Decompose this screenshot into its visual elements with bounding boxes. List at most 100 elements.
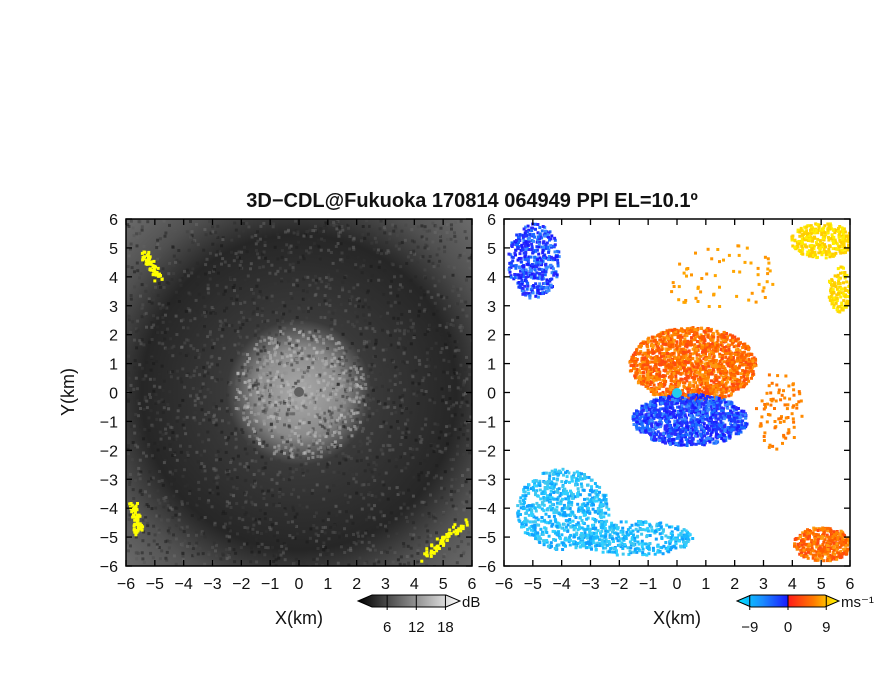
speckle-cell [245, 490, 249, 494]
speckle-cell [436, 423, 440, 427]
velocity-cell [752, 363, 756, 367]
speckle-cell [367, 540, 371, 544]
speckle-cell [450, 467, 454, 471]
velocity-cell [716, 335, 720, 339]
velocity-cell [681, 330, 685, 334]
speckle-cell [295, 343, 299, 347]
speckle-cell [254, 234, 258, 237]
speckle-cell [334, 342, 338, 346]
speckle-cell [396, 486, 399, 489]
velocity-cell [633, 367, 637, 371]
speckle-cell [273, 445, 277, 449]
speckle-cell [470, 437, 472, 441]
speckle-cell [236, 349, 239, 353]
speckle-cell [145, 325, 148, 329]
speckle-cell [257, 296, 260, 300]
speckle-cell [468, 266, 472, 270]
velocity-cell [696, 362, 700, 366]
speckle-cell [166, 529, 170, 533]
speckle-cell [412, 336, 416, 339]
speckle-cell [174, 260, 177, 264]
speckle-cell [402, 388, 406, 392]
saturation-cell [465, 523, 469, 527]
speckle-cell [184, 354, 188, 357]
velocity-cell [735, 379, 739, 383]
velocity-cell [704, 355, 707, 359]
speckle-cell [320, 469, 324, 473]
speckle-cell [438, 233, 441, 237]
velocity-cell [649, 367, 653, 371]
velocity-cell [732, 384, 736, 387]
speckle-cell [193, 317, 197, 321]
velocity-cell [633, 357, 637, 360]
speckle-cell [233, 289, 236, 293]
speckle-cell [181, 558, 185, 562]
saturation-cell [441, 536, 444, 540]
velocity-cell [681, 341, 685, 345]
speckle-cell [357, 400, 361, 404]
speckle-cell [179, 319, 183, 323]
speckle-cell [126, 223, 130, 227]
velocity-cell [749, 353, 753, 357]
saturation-cell [453, 523, 457, 527]
speckle-cell [330, 419, 334, 422]
speckle-cell [185, 230, 189, 234]
velocity-cell [707, 384, 711, 388]
speckle-cell [224, 522, 227, 526]
speckle-cell [236, 330, 240, 334]
speckle-cell [126, 447, 130, 451]
speckle-cell [257, 327, 261, 331]
speckle-cell [244, 397, 248, 401]
velocity-cell [700, 389, 704, 393]
speckle-cell [208, 332, 212, 336]
velocity-cell [687, 383, 691, 387]
speckle-cell [190, 542, 194, 546]
speckle-cell [313, 515, 316, 518]
velocity-panel [504, 219, 850, 566]
speckle-cell [319, 553, 322, 557]
speckle-cell [388, 444, 392, 448]
speckle-cell [300, 349, 303, 353]
speckle-cell [341, 286, 345, 290]
speckle-cell [272, 554, 276, 558]
speckle-cell [360, 540, 364, 544]
speckle-cell [335, 446, 339, 449]
speckle-cell [325, 425, 329, 429]
speckle-cell [171, 472, 174, 476]
speckle-cell [138, 477, 142, 481]
speckle-cell [270, 337, 274, 341]
speckle-cell [398, 283, 402, 287]
speckle-cell [210, 362, 214, 366]
reflectivity-xtick-label: −4 [175, 576, 193, 593]
speckle-cell [270, 403, 274, 407]
saturation-cell [136, 527, 140, 531]
velocity-cell [700, 335, 704, 338]
velocity-cell [708, 372, 712, 376]
speckle-cell [203, 228, 207, 232]
velocity-cell [705, 355, 709, 359]
velocity-cell [684, 353, 688, 357]
speckle-cell [235, 502, 239, 505]
speckle-cell [203, 311, 206, 315]
speckle-cell [140, 338, 144, 341]
speckle-cell [311, 451, 315, 455]
speckle-cell [431, 276, 435, 280]
speckle-cell [443, 307, 447, 311]
speckle-cell [128, 473, 132, 476]
velocity-cell [679, 339, 683, 343]
speckle-cell [451, 318, 455, 322]
speckle-cell [233, 517, 237, 521]
velocity-cell [693, 351, 697, 355]
speckle-cell [363, 298, 367, 302]
velocity-cell [704, 332, 708, 336]
speckle-cell [381, 480, 385, 484]
speckle-cell [367, 279, 371, 283]
speckle-cell [172, 554, 176, 558]
speckle-cell [400, 564, 404, 566]
speckle-cell [396, 558, 400, 562]
speckle-cell [206, 291, 210, 295]
velocity-cell [695, 356, 699, 360]
speckle-cell [287, 335, 291, 339]
speckle-cell [444, 401, 448, 405]
speckle-cell [241, 352, 245, 356]
